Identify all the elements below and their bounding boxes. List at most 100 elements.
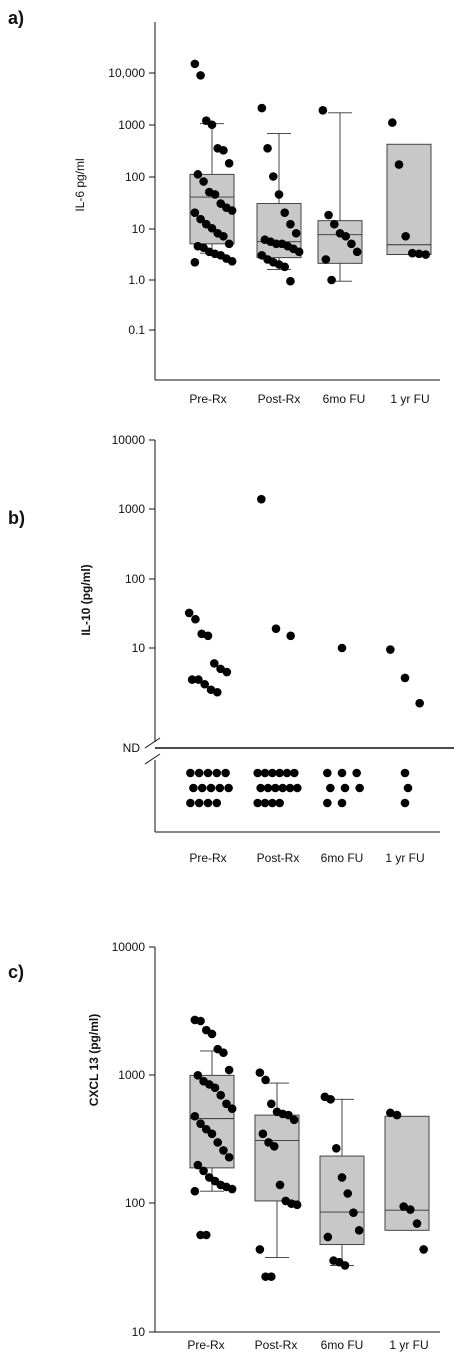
- panel-c-point: [406, 1205, 415, 1214]
- panel-b-nd-point: [293, 783, 302, 793]
- panel-b-point: [386, 645, 395, 654]
- panel-c-point: [261, 1075, 270, 1085]
- panel-b-marks: [184, 494, 424, 808]
- panel-a-point: [268, 172, 278, 181]
- panel-a-point: [274, 190, 284, 199]
- panel-a-point: [190, 59, 200, 69]
- panel-c-point: [227, 1184, 237, 1194]
- panel-a-ytick-label: 1000: [118, 118, 145, 132]
- panel-b-point: [271, 624, 281, 633]
- panel-a-point: [227, 206, 237, 215]
- panel-a-point: [280, 262, 290, 272]
- panel-b-nd-point: [186, 768, 195, 778]
- panel-b-nd-point: [275, 798, 284, 808]
- panel-b-point: [337, 643, 347, 653]
- panel-c-point: [219, 1048, 228, 1058]
- panel-a-xtick-label: 6mo FU: [323, 392, 366, 406]
- panel-a-point: [196, 214, 205, 224]
- panel-b-axis-break: [144, 737, 161, 749]
- panel-c-point: [269, 1141, 279, 1151]
- panel-c-point: [193, 1160, 203, 1170]
- panel-a-point: [193, 170, 203, 179]
- panel-c-point: [216, 1090, 226, 1100]
- panel-b-nd-point: [400, 768, 410, 778]
- panel-a-xticks: Pre-Rx Post-Rx 6mo FU 1 yr FU: [189, 392, 429, 406]
- panel-b-nd-point: [337, 768, 347, 778]
- panel-c-point: [412, 1219, 422, 1228]
- panel-b-nd-point: [189, 783, 198, 793]
- panel-c-point: [224, 1065, 234, 1075]
- panel-b-xtick-label: Pre-Rx: [189, 851, 226, 865]
- panel-a-point: [394, 160, 404, 169]
- panel-b-nd-point: [323, 798, 332, 808]
- panel-c-xticks: Pre-Rx Post-Rx 6mo FU 1 yr FU: [187, 1338, 428, 1352]
- panel-b-ytick-label: 1000: [118, 502, 145, 516]
- panel-b-nd-point: [275, 768, 284, 778]
- panel-a-point: [286, 276, 295, 286]
- panel-b-nd-point: [268, 798, 277, 808]
- panel-b-nd-point: [260, 768, 270, 778]
- panel-b-point: [286, 631, 295, 641]
- panel-a-point: [388, 118, 397, 127]
- panel-c-point: [224, 1152, 234, 1162]
- panel-b-point: [194, 675, 203, 684]
- panel-c-box: [384, 1115, 430, 1231]
- panel-c-box: [254, 1114, 300, 1202]
- panel-b-ytick-label: 10: [132, 641, 146, 655]
- panel-b-nd-point: [340, 783, 350, 793]
- panel-a-xtick-label: Post-Rx: [258, 392, 301, 406]
- panel-b-letter: b): [8, 508, 25, 528]
- panel-b-point: [184, 608, 194, 618]
- panel-c-point: [337, 1173, 347, 1182]
- panel-b-nd-point: [194, 768, 204, 778]
- panel-b-point: [257, 494, 266, 504]
- panel-b-nd-point: [256, 783, 265, 793]
- panel-b: b) IL-10 (pg/ml) 10000 1000 100 10 ND Pr…: [8, 433, 454, 865]
- panel-b-xtick-label: 6mo FU: [321, 851, 364, 865]
- panel-a-point: [291, 228, 301, 238]
- panel-b-point: [200, 679, 210, 689]
- panel-a-yticks: 10,000 1000 100 10 1.0 0.1: [108, 66, 155, 337]
- panel-b-point: [222, 667, 232, 677]
- panel-b-nd-point: [253, 798, 262, 808]
- panel-b-nd-point: [197, 783, 207, 793]
- panel-c-point: [227, 1104, 237, 1113]
- panel-a-marks: [189, 59, 432, 286]
- panel-c-xtick-label: Pre-Rx: [187, 1338, 224, 1352]
- panel-b-nd-point: [355, 783, 364, 793]
- panel-a-ytick-label: 100: [125, 170, 145, 184]
- panel-a-point: [286, 219, 295, 229]
- panel-b-nd-point: [290, 768, 299, 778]
- panel-b-point: [209, 659, 219, 668]
- panel-c-point: [193, 1071, 203, 1080]
- panel-a-point: [190, 257, 200, 267]
- panel-c-point: [340, 1261, 350, 1270]
- panel-c-yticks: 10000 1000 100 10: [112, 940, 155, 1339]
- panel-b-nd-point: [221, 768, 230, 778]
- panel-a-point: [224, 158, 234, 168]
- panel-b-nd-point: [263, 783, 273, 793]
- panel-b-point: [415, 698, 424, 708]
- panel-c-marks: [189, 1015, 430, 1281]
- panel-a-point: [199, 177, 208, 186]
- panel-b-nd-point: [326, 783, 335, 793]
- panel-c-point: [266, 1099, 276, 1109]
- panel-b-nd-point: [282, 768, 292, 778]
- panel-a-xtick-label: 1 yr FU: [390, 392, 429, 406]
- panel-a-point: [352, 247, 362, 257]
- panel-a-point: [401, 231, 410, 241]
- panel-b-xticks: Pre-Rx Post-Rx 6mo FU 1 yr FU: [189, 851, 424, 865]
- panel-a: a) IL-6 pg/ml 10,000 1000 100 10 1.0 0.1…: [8, 8, 440, 406]
- panel-c-point: [343, 1189, 353, 1198]
- panel-b-nd-point: [194, 798, 204, 808]
- panel-c-ytick-label: 1000: [118, 1068, 145, 1082]
- panel-a-point: [257, 103, 267, 113]
- panel-c-point: [190, 1111, 200, 1121]
- panel-a-point: [324, 210, 333, 220]
- panel-a-point: [219, 231, 228, 241]
- panel-b-point: [203, 631, 213, 641]
- panel-b-point: [191, 614, 200, 624]
- panel-a-point: [341, 231, 351, 241]
- panel-c-point: [258, 1129, 268, 1139]
- panel-b-yticks: 10000 1000 100 10 ND: [112, 433, 155, 755]
